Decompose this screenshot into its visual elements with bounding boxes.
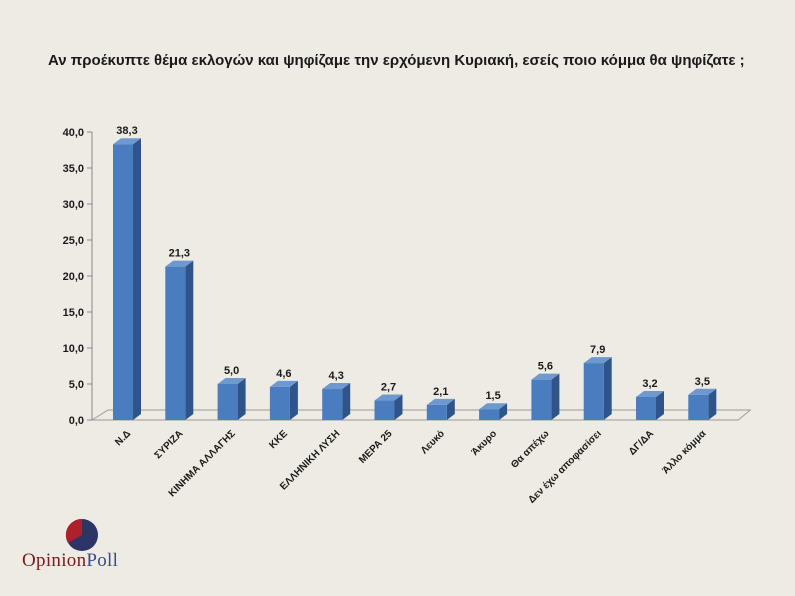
- logo-icon: [65, 518, 98, 551]
- bar-side: [394, 394, 403, 420]
- data-label: 4,6: [276, 368, 291, 380]
- logo-text: OpinionPoll: [22, 550, 119, 571]
- data-label: 1,5: [485, 390, 500, 402]
- data-label: 4,3: [329, 370, 344, 382]
- bar: [217, 384, 238, 420]
- x-tick-label: ΚΚΕ: [267, 428, 290, 451]
- bar: [688, 394, 709, 420]
- bar-top: [426, 398, 455, 405]
- data-label: 5,0: [224, 365, 239, 377]
- bar-side: [289, 380, 298, 420]
- bar-side: [185, 260, 194, 420]
- x-tick-label: Άκυρο: [470, 428, 500, 458]
- bar: [374, 400, 395, 420]
- y-tick-label: 0,0: [69, 415, 84, 427]
- y-tick-label: 35,0: [63, 163, 84, 175]
- bar-top: [583, 357, 612, 364]
- x-tick-label: Θα απέχω: [509, 428, 552, 471]
- data-label: 3,5: [695, 376, 710, 388]
- bar-top: [531, 373, 560, 380]
- bar: [113, 144, 133, 421]
- bar: [583, 363, 604, 420]
- bar-top: [688, 388, 717, 395]
- bar: [531, 379, 552, 420]
- data-label: 2,7: [381, 382, 396, 394]
- opinionpoll-logo: OpinionPoll: [22, 518, 162, 578]
- bar: [426, 404, 447, 420]
- bar: [479, 409, 500, 420]
- x-tick-label: Λευκό: [419, 428, 447, 456]
- x-tick-label: ΔΓ/ΔΑ: [627, 428, 656, 457]
- y-tick-label: 30,0: [63, 199, 84, 211]
- bar-side: [342, 383, 351, 420]
- bar-side: [133, 138, 141, 421]
- x-tick-label: Ν.Δ: [113, 428, 133, 448]
- bar: [636, 396, 656, 420]
- bar-side: [603, 357, 612, 420]
- x-tick-label: ΣΥΡΙΖΑ: [153, 428, 186, 461]
- bar-top: [636, 390, 664, 397]
- bar-top: [479, 403, 508, 410]
- bar: [322, 389, 343, 420]
- x-tick-label: Άλλο κόμμα: [660, 428, 709, 477]
- data-label: 21,3: [169, 248, 190, 260]
- bar-top: [217, 378, 246, 384]
- bar-side: [708, 388, 717, 420]
- data-label: 7,9: [590, 344, 605, 356]
- chart-title: Αν προέκυπτε θέμα εκλογών και ψηφίζαμε τ…: [48, 52, 745, 69]
- bar-side: [656, 390, 664, 420]
- y-tick-label: 25,0: [63, 235, 84, 247]
- data-label: 38,3: [116, 125, 137, 137]
- bar-top: [165, 260, 194, 267]
- bar: [269, 386, 290, 420]
- bar-top: [113, 138, 141, 145]
- data-label: 5,6: [538, 361, 553, 373]
- data-label: 2,1: [433, 386, 448, 398]
- chart-floor: [90, 409, 752, 421]
- bar-side: [446, 398, 455, 420]
- bar-side: [551, 373, 560, 420]
- y-tick-label: 10,0: [63, 343, 84, 355]
- data-label: 3,2: [642, 378, 657, 390]
- bar-top: [269, 380, 298, 387]
- y-tick-label: 20,0: [63, 271, 84, 283]
- bar-top: [374, 394, 403, 401]
- bar: [165, 266, 186, 420]
- y-tick-label: 5,0: [69, 379, 84, 391]
- y-tick-label: 15,0: [63, 307, 84, 319]
- x-tick-label: ΜΕΡΑ 25: [357, 428, 395, 466]
- bar-side: [499, 403, 508, 420]
- bar-side: [237, 378, 246, 420]
- y-tick-label: 40,0: [63, 127, 84, 139]
- bar-top: [322, 383, 351, 390]
